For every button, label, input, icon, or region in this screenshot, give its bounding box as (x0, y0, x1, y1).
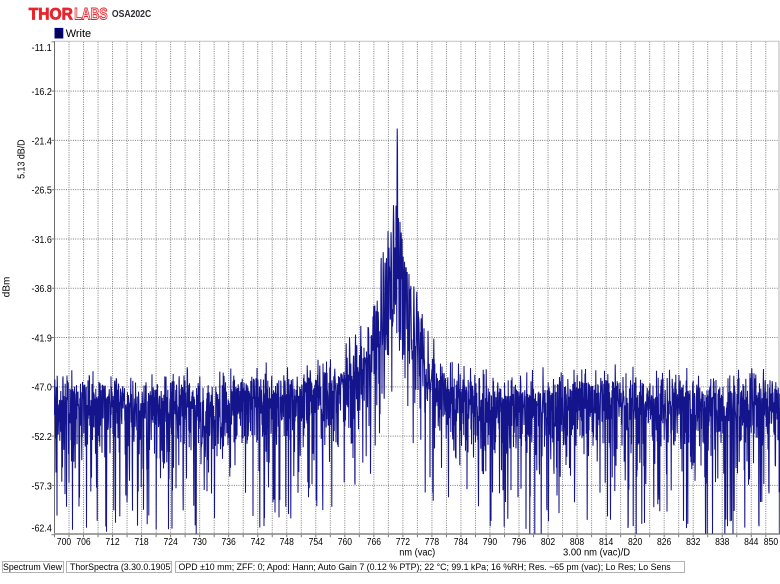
svg-text:THOR: THOR (29, 4, 73, 23)
svg-text:760: 760 (338, 537, 353, 548)
svg-text:-52.2: -52.2 (32, 432, 53, 443)
svg-text:778: 778 (425, 537, 440, 548)
svg-text:700: 700 (57, 537, 72, 548)
svg-text:3.00 nm (vac)/D: 3.00 nm (vac)/D (563, 548, 630, 559)
svg-text:-21.4: -21.4 (32, 136, 53, 147)
svg-text:Write: Write (66, 28, 91, 40)
svg-text:850: 850 (764, 537, 779, 548)
svg-text:nm (vac): nm (vac) (399, 548, 435, 559)
svg-text:826: 826 (657, 537, 672, 548)
svg-text:832: 832 (686, 537, 701, 548)
svg-text:-62.4: -62.4 (32, 524, 53, 535)
svg-text:772: 772 (396, 537, 411, 548)
svg-text:-31.6: -31.6 (32, 235, 53, 246)
svg-text:724: 724 (164, 537, 179, 548)
svg-text:-36.8: -36.8 (32, 284, 53, 295)
svg-text:730: 730 (193, 537, 208, 548)
svg-text:718: 718 (134, 537, 149, 548)
svg-text:802: 802 (541, 537, 556, 548)
svg-text:748: 748 (280, 537, 295, 548)
svg-text:796: 796 (512, 537, 527, 548)
svg-text:dBm: dBm (1, 277, 12, 298)
svg-text:-57.3: -57.3 (32, 481, 53, 492)
svg-text:736: 736 (222, 537, 237, 548)
svg-text:-41.9: -41.9 (32, 333, 53, 344)
svg-text:-26.5: -26.5 (32, 186, 53, 197)
svg-text:808: 808 (570, 537, 585, 548)
svg-text:784: 784 (454, 537, 469, 548)
svg-text:A: A (56, 29, 63, 39)
svg-text:712: 712 (105, 537, 120, 548)
svg-text:5.13 dB/D: 5.13 dB/D (17, 139, 28, 179)
svg-text:OSA202C: OSA202C (112, 9, 151, 20)
svg-text:706: 706 (76, 537, 91, 548)
svg-text:766: 766 (367, 537, 382, 548)
svg-text:838: 838 (715, 537, 730, 548)
svg-text:-16.2: -16.2 (32, 87, 53, 98)
svg-text:LABS: LABS (74, 4, 107, 23)
svg-text:844: 844 (744, 537, 759, 548)
svg-text:-47.0: -47.0 (32, 383, 53, 394)
svg-text:814: 814 (599, 537, 614, 548)
svg-text:790: 790 (483, 537, 498, 548)
svg-text:-11.1: -11.1 (32, 43, 53, 54)
svg-text:754: 754 (309, 537, 324, 548)
svg-text:820: 820 (628, 537, 643, 548)
svg-text:742: 742 (251, 537, 266, 548)
